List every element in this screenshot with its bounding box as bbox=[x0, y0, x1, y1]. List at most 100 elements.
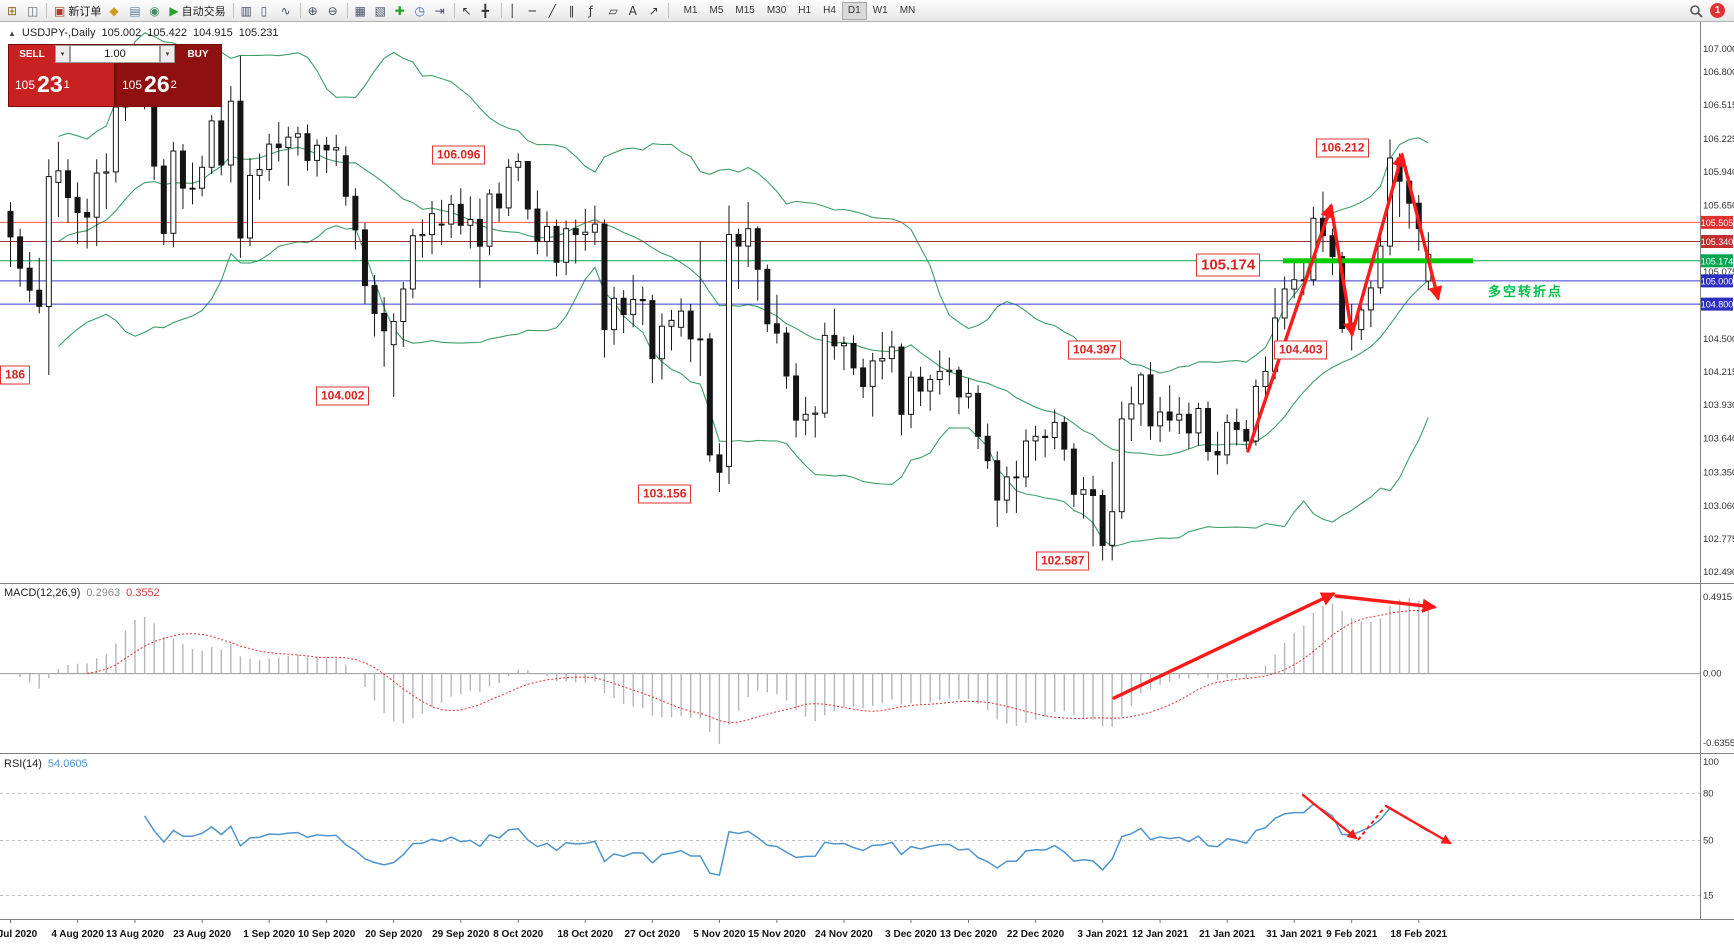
vertical-line-icon[interactable]: │ bbox=[505, 1, 525, 20]
rsi-trend-arrow[interactable] bbox=[1384, 804, 1452, 845]
price-callout[interactable]: 104.002 bbox=[316, 386, 370, 406]
svg-text:27 Oct 2020: 27 Oct 2020 bbox=[625, 929, 681, 940]
rsi-indicator-label: RSI(14) 54.0605 bbox=[4, 758, 88, 770]
svg-text:107.000: 107.000 bbox=[1703, 44, 1734, 55]
fibonacci-icon[interactable]: ƒ bbox=[585, 1, 605, 20]
svg-text:50: 50 bbox=[1703, 836, 1714, 847]
candlestick-icon[interactable]: ▯ bbox=[257, 1, 277, 20]
zoom-out-icon[interactable]: ⊖ bbox=[324, 1, 344, 20]
buy-button[interactable]: 105 26 2 bbox=[116, 63, 221, 106]
svg-text:5 Nov 2020: 5 Nov 2020 bbox=[693, 929, 746, 940]
indicators-add-icon[interactable]: ✚ bbox=[391, 1, 411, 20]
sell-button[interactable]: 105 23 1 bbox=[9, 63, 114, 106]
svg-text:8 Oct 2020: 8 Oct 2020 bbox=[493, 929, 543, 940]
bar-chart-icon[interactable]: ▥ bbox=[237, 1, 257, 20]
notification-badge[interactable]: 1 bbox=[1710, 3, 1725, 18]
svg-text:22 Dec 2020: 22 Dec 2020 bbox=[1007, 929, 1065, 940]
history-center-icon[interactable]: ▤ bbox=[125, 1, 145, 20]
timeframe-mn[interactable]: MN bbox=[894, 2, 922, 20]
arrange-windows-icon: ▧ bbox=[374, 3, 386, 18]
macd-trend-arrow[interactable] bbox=[1112, 592, 1336, 700]
svg-text:18 Feb 2021: 18 Feb 2021 bbox=[1390, 929, 1447, 940]
macd-trend-arrow[interactable] bbox=[1334, 594, 1437, 613]
arrange-windows-icon[interactable]: ▧ bbox=[371, 1, 391, 20]
svg-text:18 Oct 2020: 18 Oct 2020 bbox=[557, 929, 613, 940]
autotrade-button[interactable]: ▶ 自动交易 bbox=[165, 1, 229, 20]
search-icon[interactable] bbox=[1689, 4, 1703, 18]
timeframe-m1[interactable]: M1 bbox=[678, 2, 704, 20]
timeframe-d1[interactable]: D1 bbox=[841, 1, 867, 20]
rsi-trend-arrow[interactable] bbox=[1301, 793, 1358, 840]
line-chart-icon[interactable]: ∿ bbox=[277, 1, 297, 20]
volume-input[interactable] bbox=[70, 45, 160, 63]
profiles-icon[interactable]: ◫ bbox=[23, 1, 43, 20]
ohlc-open: 105.002 bbox=[101, 27, 142, 39]
profiles-icon: ◫ bbox=[27, 3, 39, 18]
svg-text:103.350: 103.350 bbox=[1703, 467, 1734, 478]
support-zone-segment[interactable] bbox=[1283, 258, 1473, 264]
ohlc-close: 105.231 bbox=[238, 27, 279, 39]
timeframe-m5[interactable]: M5 bbox=[703, 2, 729, 20]
autotrade-icon: ▶ bbox=[169, 3, 179, 18]
channel-icon[interactable]: ∥ bbox=[565, 1, 585, 20]
indicators-add-icon: ✚ bbox=[394, 3, 405, 18]
price-callout[interactable]: 104.397 bbox=[1068, 340, 1122, 360]
timeframe-m15[interactable]: M15 bbox=[729, 2, 760, 20]
timeframe-h1[interactable]: H1 bbox=[792, 2, 817, 20]
svg-text:-0.6355: -0.6355 bbox=[1703, 738, 1734, 749]
panel-separators bbox=[0, 22, 1734, 920]
horizontal-level-lines[interactable] bbox=[0, 221, 1700, 305]
price-callout[interactable]: 106.096 bbox=[432, 145, 486, 165]
period-clock-icon[interactable]: ◷ bbox=[411, 1, 431, 20]
price-callout[interactable]: 105.174 bbox=[1196, 253, 1261, 277]
symbols-icon[interactable]: ◆ bbox=[105, 1, 125, 20]
ohlc-low: 104.915 bbox=[193, 27, 233, 39]
volume-increase-caret[interactable]: ▾ bbox=[160, 45, 175, 63]
crosshair-icon[interactable]: ╋ bbox=[478, 1, 498, 20]
toolbar-separator bbox=[500, 3, 502, 18]
svg-text:105.505: 105.505 bbox=[1701, 218, 1734, 228]
sell-price-pip: 1 bbox=[63, 78, 70, 91]
price-callout[interactable]: 102.587 bbox=[1036, 551, 1090, 571]
price-callout[interactable]: 103.156 bbox=[638, 484, 692, 504]
svg-text:105.340: 105.340 bbox=[1701, 237, 1734, 247]
trend-zigzag-arrows[interactable] bbox=[1246, 152, 1443, 453]
svg-text:102.775: 102.775 bbox=[1703, 534, 1734, 545]
price-axis[interactable]: 107.000 106.800 106.515 106.225 105.940 105.6… bbox=[1701, 44, 1734, 902]
bar-chart-icon: ▥ bbox=[240, 3, 252, 18]
trade-panel-divider bbox=[114, 63, 116, 106]
arrow-object-icon[interactable]: ↗ bbox=[645, 1, 665, 20]
web-community-icon[interactable]: ◉ bbox=[145, 1, 165, 20]
text-icon[interactable]: A bbox=[625, 1, 645, 20]
timeframe-m30[interactable]: M30 bbox=[761, 2, 792, 20]
toolbar-button-group: ⊞ ◫ ▣ 新订单 ◆ ▤ ◉ ▶ 自动交易 ▥ ▯ ∿ ⊕ ⊖ ▦ ▧ ✚ ◷ ⇥ ↖ ╋ │ ─ ╱ ∥ ƒ ▱ A ↗ bbox=[3, 1, 672, 20]
svg-text:104.800: 104.800 bbox=[1701, 300, 1734, 310]
zoom-in-icon[interactable]: ⊕ bbox=[304, 1, 324, 20]
price-callout[interactable]: 106.212 bbox=[1316, 138, 1370, 158]
horizontal-line-icon[interactable]: ─ bbox=[525, 1, 545, 20]
bull-bear-turning-point-note[interactable]: 多空转折点 bbox=[1488, 284, 1564, 299]
trendline-icon[interactable]: ╱ bbox=[545, 1, 565, 20]
price-callout[interactable]: 104.403 bbox=[1274, 340, 1328, 360]
svg-text:102.490: 102.490 bbox=[1703, 567, 1734, 578]
timeframe-w1[interactable]: W1 bbox=[867, 2, 894, 20]
tile-windows-icon[interactable]: ▦ bbox=[351, 1, 371, 20]
period-clock-icon: ◷ bbox=[414, 3, 426, 18]
price-callout[interactable]: 186 bbox=[0, 365, 31, 385]
svg-text:105.940: 105.940 bbox=[1703, 167, 1734, 178]
trendline-icon: ╱ bbox=[548, 3, 556, 18]
timeframe-h4[interactable]: H4 bbox=[817, 2, 842, 20]
symbol-expander-icon[interactable]: ▲ bbox=[8, 28, 16, 38]
arrow-object-icon: ↗ bbox=[648, 3, 659, 18]
buy-price-pip: 2 bbox=[170, 78, 177, 91]
bollinger-bands[interactable] bbox=[58, 32, 1429, 548]
cursor-icon[interactable]: ↖ bbox=[458, 1, 478, 20]
shapes-icon[interactable]: ▱ bbox=[605, 1, 625, 20]
volume-decrease-caret[interactable]: ▾ bbox=[55, 45, 70, 63]
chart-shift-icon[interactable]: ⇥ bbox=[431, 1, 451, 20]
new-chart-icon[interactable]: ⊞ bbox=[3, 1, 23, 20]
new-order-button[interactable]: ▣ 新订单 bbox=[50, 1, 105, 20]
